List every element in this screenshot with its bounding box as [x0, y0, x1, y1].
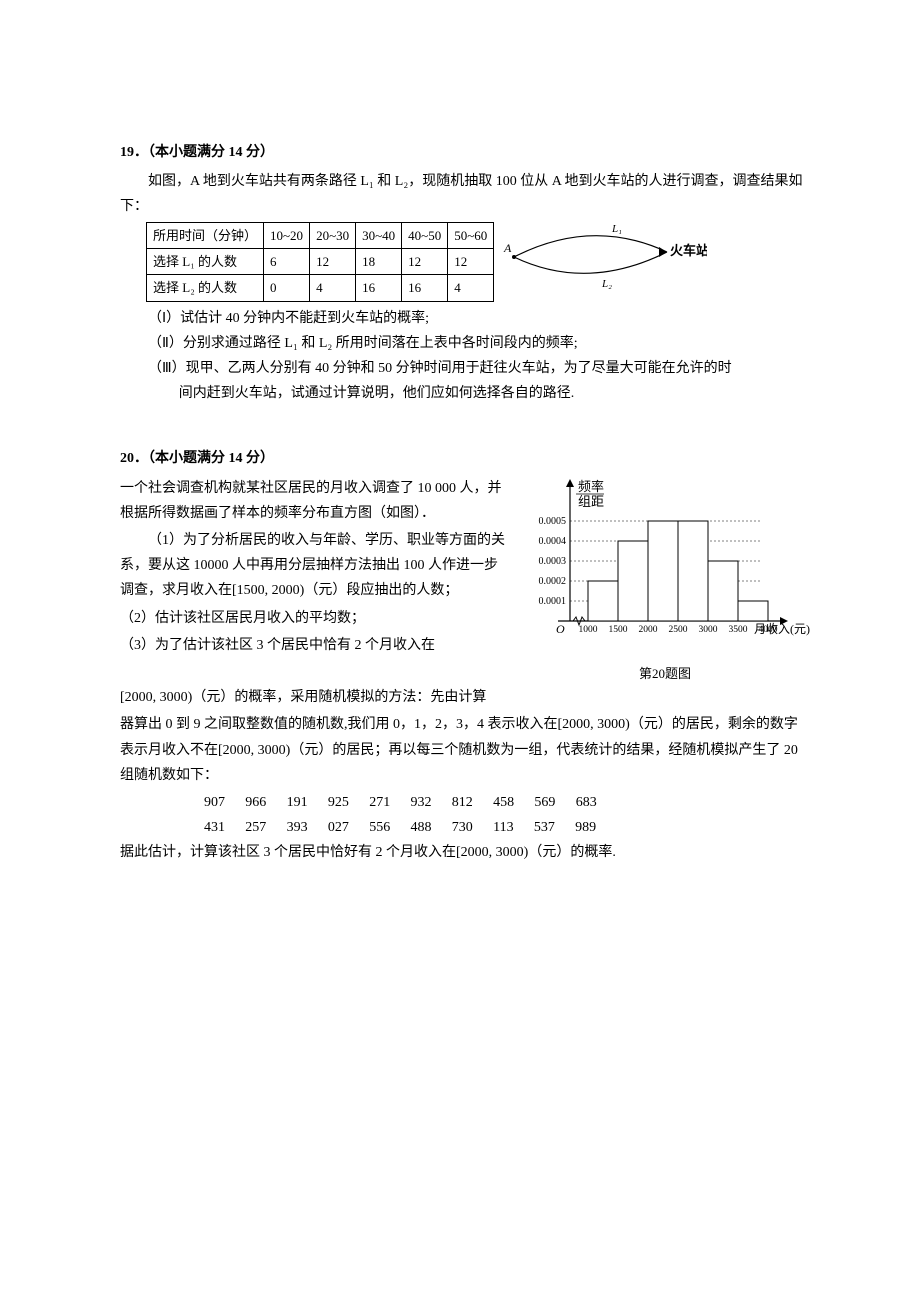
table-cell: 16	[356, 275, 402, 301]
svg-text:2500: 2500	[669, 625, 688, 635]
svg-text:月收入(元): 月收入(元)	[754, 622, 810, 636]
table-cell: 12	[310, 248, 356, 274]
svg-text:1500: 1500	[609, 625, 628, 635]
p20-sub2: （2）估计该社区居民月收入的平均数；	[120, 606, 510, 631]
problem-19-intro: 如图，A 地到火车站共有两条路径 L₁ 和 L₂，现随机抽取 100 位从 A …	[120, 169, 810, 219]
table-cell: 0	[264, 275, 310, 301]
svg-text:频率: 频率	[578, 479, 604, 494]
table-cell: 12	[448, 248, 494, 274]
p20-sub3a: （3）为了估计该社区 3 个居民中恰有 2 个月收入在	[120, 633, 510, 658]
p20-sub3c: 器算出 0 到 9 之间取整数值的随机数,我们用 0，1，2，3，4 表示收入在…	[120, 712, 810, 788]
table-cell: 选择 L₂ 的人数	[147, 275, 264, 301]
svg-text:O: O	[556, 622, 565, 636]
svg-text:0.0001: 0.0001	[539, 596, 567, 607]
table-row: 选择 L₂ 的人数 0 4 16 16 4	[147, 275, 494, 301]
table-cell: 6	[264, 248, 310, 274]
histogram-caption: 第20题图	[520, 662, 810, 685]
table-row: 所用时间（分钟） 10~20 20~30 30~40 40~50 50~60	[147, 222, 494, 248]
table-cell: 20~30	[310, 222, 356, 248]
p20-intro: 一个社会调查机构就某社区居民的月收入调查了 10 000 人，并根据所得数据画了…	[120, 476, 510, 526]
p19-sub1: （Ⅰ）试估计 40 分钟内不能赶到火车站的概率;	[148, 306, 810, 331]
table-row: 选择 L₁ 的人数 6 12 18 12 12	[147, 248, 494, 274]
svg-text:3500: 3500	[729, 625, 748, 635]
p20-final: 据此估计，计算该社区 3 个居民中恰好有 2 个月收入在[2000, 3000)…	[120, 840, 810, 865]
table-cell: 4	[310, 275, 356, 301]
svg-text:0.0003: 0.0003	[539, 556, 567, 567]
p20-sub1: （1）为了分析居民的收入与年龄、学历、职业等方面的关系，要从这 10000 人中…	[120, 528, 510, 604]
diagram-label-l1: L₁	[611, 223, 622, 235]
diagram-label-l2: L₂	[601, 278, 612, 290]
p19-sub2: （Ⅱ）分别求通过路径 L₁ 和 L₂ 所用时间落在上表中各时间段内的频率;	[148, 331, 810, 356]
p20-row: 一个社会调查机构就某社区居民的月收入调查了 10 000 人，并根据所得数据画了…	[120, 476, 810, 686]
p19-table: 所用时间（分钟） 10~20 20~30 30~40 40~50 50~60 选…	[146, 222, 494, 302]
table-cell: 16	[402, 275, 448, 301]
table-cell: 18	[356, 248, 402, 274]
diagram-label-a: A	[503, 241, 512, 255]
svg-text:0.0002: 0.0002	[539, 576, 567, 587]
svg-text:3000: 3000	[699, 625, 718, 635]
p19-sub3b: 间内赶到火车站，试通过计算说明，他们应如何选择各自的路径.	[179, 381, 810, 406]
table-cell: 10~20	[264, 222, 310, 248]
table-cell: 50~60	[448, 222, 494, 248]
svg-text:组距: 组距	[578, 494, 604, 509]
p20-rand2: 431 257 393 027 556 488 730 113 537 989	[204, 815, 810, 840]
problem-20: 20．（本小题满分 14 分） 一个社会调查机构就某社区居民的月收入调查了 10…	[120, 446, 810, 865]
problem-19: 19．（本小题满分 14 分） 如图，A 地到火车站共有两条路径 L₁ 和 L₂…	[120, 140, 810, 406]
table-cell: 所用时间（分钟）	[147, 222, 264, 248]
p19-sub3a: （Ⅲ）现甲、乙两人分别有 40 分钟和 50 分钟时间用于赶往火车站，为了尽量大…	[148, 356, 810, 381]
problem-20-title: 20．（本小题满分 14 分）	[120, 446, 810, 471]
svg-text:0.0005: 0.0005	[539, 516, 567, 527]
svg-text:1000: 1000	[579, 625, 598, 635]
histogram-svg: 频率组距 O 0.0001 0.0002 0.0003 0.0004 0.0005 1000 1…	[520, 476, 810, 651]
diagram-label-station: 火车站	[670, 243, 707, 258]
table-cell: 4	[448, 275, 494, 301]
p19-path-diagram: A L₁ L₂ 火车站	[502, 222, 707, 301]
table-cell: 40~50	[402, 222, 448, 248]
table-cell: 12	[402, 248, 448, 274]
problem-19-title: 19．（本小题满分 14 分）	[120, 140, 810, 165]
table-cell: 30~40	[356, 222, 402, 248]
svg-text:0.0004: 0.0004	[539, 536, 567, 547]
path-diagram-svg: A L₁ L₂ 火车站	[502, 222, 707, 292]
p19-table-diagram-row: 所用时间（分钟） 10~20 20~30 30~40 40~50 50~60 选…	[120, 222, 810, 302]
p20-text-col: 一个社会调查机构就某社区居民的月收入调查了 10 000 人，并根据所得数据画了…	[120, 476, 510, 660]
p20-histogram: 频率组距 O 0.0001 0.0002 0.0003 0.0004 0.0005 1000 1…	[520, 476, 810, 686]
p20-rand1: 907 966 191 925 271 932 812 458 569 683	[204, 790, 810, 815]
table-cell: 选择 L₁ 的人数	[147, 248, 264, 274]
p20-sub3b: [2000, 3000)（元）的概率，采用随机模拟的方法：先由计算	[120, 685, 810, 710]
svg-text:2000: 2000	[639, 625, 658, 635]
